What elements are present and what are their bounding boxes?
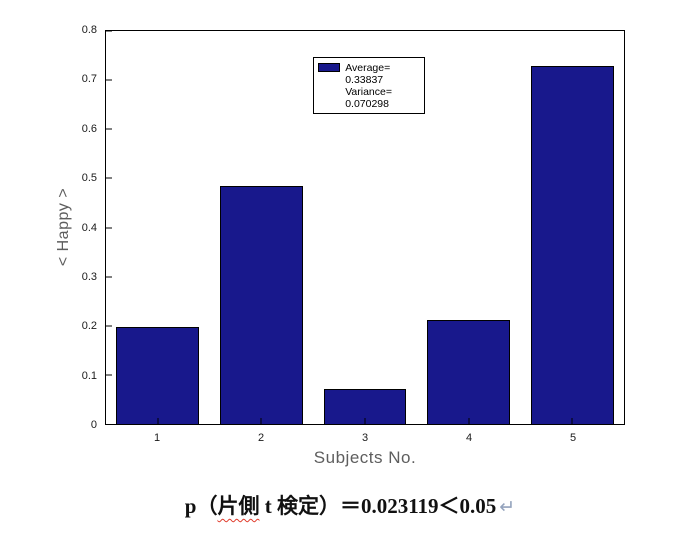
y-tick-mark	[106, 79, 112, 81]
y-tick-label: 0.8	[81, 24, 97, 36]
caption: p（片側 t 検定）＝0.023119＜0.05 ↵	[0, 490, 700, 520]
y-tick-label: 0.6	[81, 122, 97, 135]
x-tick-labels: 1 2 3 4 5	[105, 432, 625, 448]
return-mark-icon: ↵	[499, 497, 516, 518]
y-tick-label: 0.1	[81, 369, 97, 382]
bar-subject-2	[219, 185, 303, 424]
y-tick-label: 0.4	[81, 221, 97, 234]
legend-average-value: 0.33837	[345, 73, 384, 86]
bar-subject-5	[530, 66, 614, 424]
x-tick-mark	[364, 418, 366, 424]
y-tick-mark	[106, 177, 112, 179]
x-axis-label: Subjects No.	[313, 448, 417, 467]
y-tick-label: 0.2	[81, 320, 97, 333]
y-tick-label: 0	[90, 419, 97, 431]
x-tick-label: 1	[153, 432, 161, 444]
bar-subject-4	[427, 319, 511, 424]
y-tick-label: 0.7	[81, 73, 97, 86]
y-tick-label: 0.3	[81, 270, 97, 283]
y-tick-mark	[106, 325, 112, 327]
caption-spellcheck-text: 片側	[217, 494, 260, 518]
y-tick-mark	[106, 30, 112, 32]
x-tick-mark	[571, 418, 573, 424]
y-tick-mark	[106, 128, 112, 130]
legend-row-average: Average=	[318, 62, 420, 74]
caption-text-start: p（	[184, 494, 218, 518]
x-tick-mark	[157, 418, 159, 424]
x-tick-label: 3	[361, 432, 369, 444]
y-tick-mark	[106, 276, 112, 278]
x-tick-mark	[468, 418, 470, 424]
x-tick-label: 4	[465, 432, 473, 444]
x-tick-label: 5	[569, 432, 577, 444]
x-tick-mark	[260, 418, 262, 424]
bar-subject-1	[116, 327, 200, 424]
legend-variance-value: 0.070298	[345, 97, 389, 110]
y-tick-labels: 0 0.1 0.2 0.3 0.4 0.5 0.6 0.7 0.8	[0, 24, 97, 431]
legend-average-label: Average=	[345, 61, 391, 74]
y-tick-mark	[106, 374, 112, 376]
legend: Average= 0.33837 Variance= 0.070298	[313, 56, 426, 114]
legend-swatch	[318, 63, 341, 73]
x-tick-label: 2	[257, 432, 265, 444]
legend-variance-label: Variance=	[345, 85, 392, 98]
plot-area: Average= 0.33837 Variance= 0.070298	[105, 30, 625, 425]
y-tick-label: 0.5	[81, 172, 97, 185]
y-tick-mark	[106, 227, 112, 228]
caption-text-end: t 検定）＝0.023119＜0.05	[259, 494, 497, 518]
